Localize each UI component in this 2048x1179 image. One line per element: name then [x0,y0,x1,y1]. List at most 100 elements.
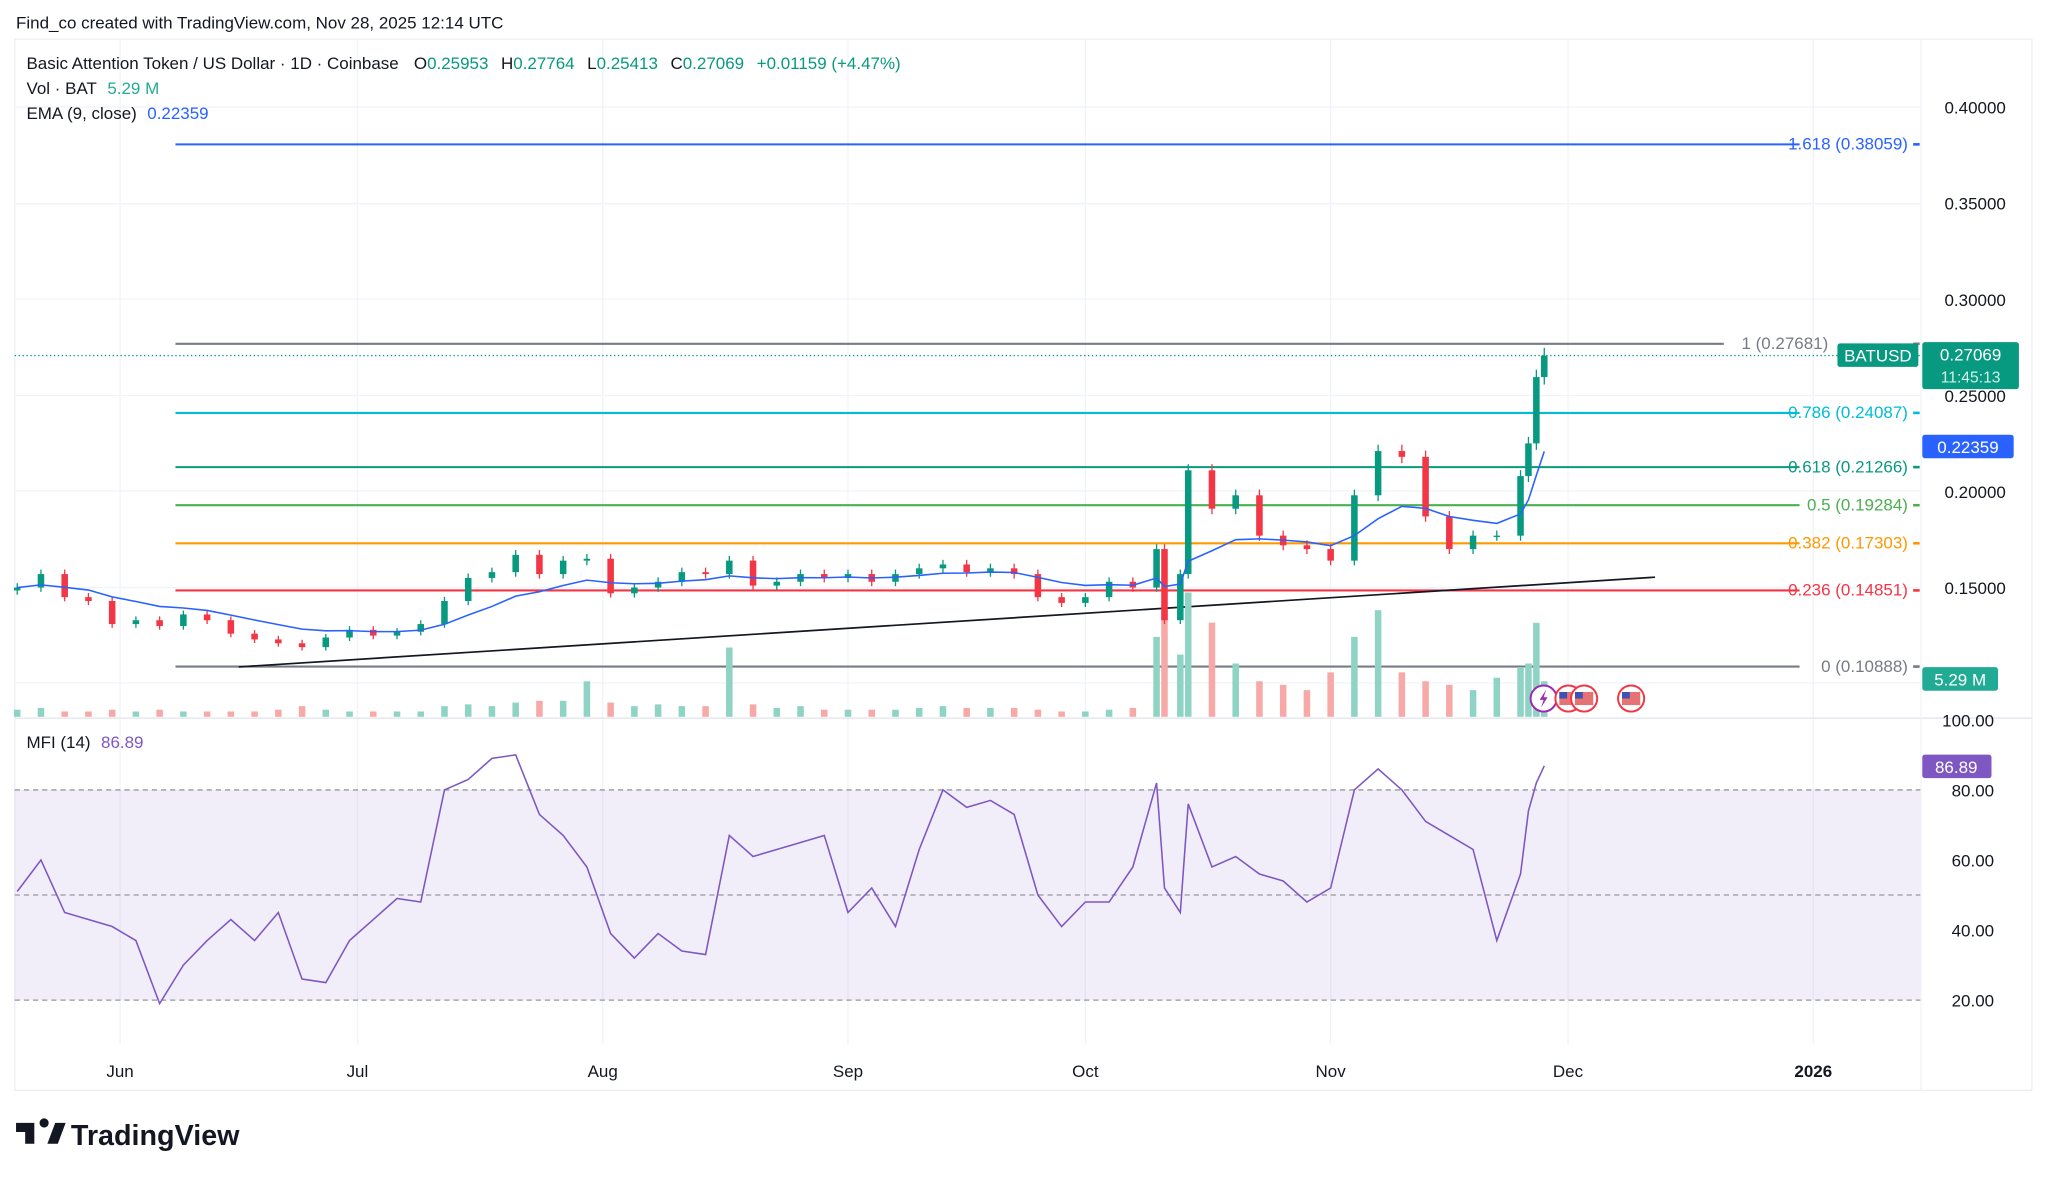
volume-bar [108,709,116,717]
volume-badge [1922,667,1999,691]
l-value: 0.25413 [597,54,658,73]
volume-bar [1469,690,1477,717]
candle-body [180,614,187,626]
candle-body [346,629,353,638]
candle-body [441,600,448,625]
volume-bar [963,707,970,717]
candle-body [156,620,163,626]
volume-bar [1010,707,1018,717]
last-price-text: 0.27069 [1940,345,2001,364]
candle-body [1010,568,1018,575]
logo-text: TradingView [71,1120,240,1152]
candle-body [61,574,68,598]
candle-body [1517,476,1524,536]
volume-bar [536,700,543,717]
candle-body [1184,470,1192,575]
volume-bar [939,706,947,717]
volume-bar [417,711,425,717]
ema-value: 0.22359 [147,104,208,123]
fib-retracement[interactable]: 1.618 (0.38059) 1 (0.27681) 0.786 (0.24087… [175,135,1920,676]
candle-body [702,572,709,575]
candle-body [370,629,377,636]
volume-bar [393,711,401,717]
candle-body [678,572,686,582]
volume-bars [13,592,1548,717]
trendline[interactable] [238,576,1656,668]
mfi-tick-label: 80.00 [1952,781,1994,800]
candle-body [108,600,116,625]
candle-body [773,581,781,586]
legend-mfi: MFI (14) 86.89 [26,733,143,752]
candle-body [820,574,828,578]
fib-level-label: 0.382 (0.17303) [1788,534,1908,553]
o-label: O [414,54,427,73]
volume-bar [370,711,377,717]
volume-bar [1374,610,1382,717]
ema-label: EMA (9, close) [26,104,136,123]
candle-body [251,633,258,640]
time-tick-label: Jul [347,1062,369,1081]
legend-volume: Vol · BAT 5.29 M [26,79,159,98]
volume-bar [987,707,994,717]
price-tick-label: 0.30000 [1945,291,2006,310]
volume-bar [298,706,306,717]
fib-level-label: 0.236 (0.14851) [1788,581,1908,600]
mfi-tick-label: 40.00 [1952,922,1994,941]
tv-logo-icon [16,1118,66,1144]
volume-bar [1129,707,1137,717]
candle-body [1446,516,1453,550]
time-tick-label: Nov [1316,1062,1347,1081]
candle-body [583,558,591,561]
volume-bar [322,709,330,717]
time-tick-label: Sep [833,1062,863,1081]
volume-bar [1303,690,1311,717]
time-axis[interactable]: Jun Jul Aug Sep Oct Nov Dec 2026 [106,1062,1832,1081]
flash-glyph-icon [1539,689,1548,708]
volume-bar [892,709,899,717]
events-icons[interactable] [1529,684,1646,713]
volume-bar [512,702,519,717]
legend-ohlc: Basic Attention Token / US Dollar · 1D ·… [26,54,900,73]
vol-value: 5.29 M [107,79,159,98]
candle-body [915,568,923,575]
candle-body [844,574,852,578]
candle-body [726,560,733,575]
volume-bar [1058,711,1065,717]
o-value: 0.25953 [427,54,488,73]
fib-level-label: 1.618 (0.38059) [1788,135,1908,154]
volume-bar [559,700,567,717]
candle-body [1351,495,1358,561]
volume-bar [227,711,235,717]
volume-bar [820,709,828,717]
candle-body [1082,597,1089,603]
fib-level-label: 0.618 (0.21266) [1788,457,1908,476]
tradingview-logo: TradingView [16,1118,240,1152]
mfi-line [16,754,1545,1006]
time-tick-label: Jun [106,1062,133,1081]
legend-ema: EMA (9, close) 0.22359 [26,104,208,123]
price-axis[interactable]: 0.40000 0.35000 0.30000 0.25000 0.20000 0.150… [1945,99,2006,598]
volume-bar [844,709,852,717]
ema-badge [1922,434,2014,459]
volume-bar [203,711,211,717]
fib-level-label: 1 (0.27681) [1741,334,1828,353]
candle-body [227,620,235,634]
us-flag-icon[interactable] [1570,684,1599,713]
volume-bar [180,711,187,717]
volume-bar [85,711,92,717]
volume-bar [1422,681,1429,717]
time-tick-label: Aug [588,1062,618,1081]
candle-body [536,554,543,575]
us-flag-icon[interactable] [1617,684,1646,713]
symbol-title: Basic Attention Token / US Dollar · 1D ·… [26,54,398,73]
volume-bar [346,711,353,717]
volume-bar [1493,677,1501,717]
l-label: L [587,54,596,73]
mfi-tick-label: 60.00 [1952,852,1994,871]
candle-body [1398,451,1406,457]
candle-body [85,597,92,601]
mfi-axis[interactable]: 100.00 80.00 60.00 40.00 20.00 [1942,711,1994,1010]
volume-bar [1034,709,1042,717]
price-tick-label: 0.15000 [1945,579,2006,598]
